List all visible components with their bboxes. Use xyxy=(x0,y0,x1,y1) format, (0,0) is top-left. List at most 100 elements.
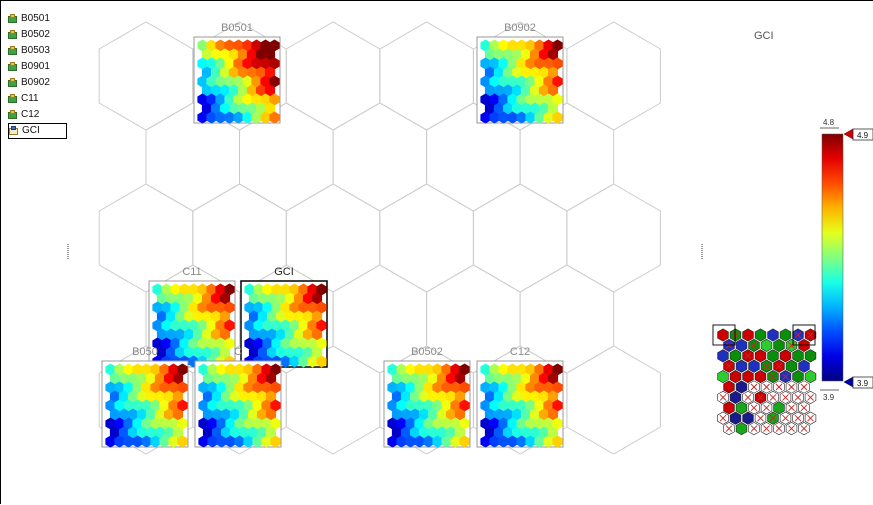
plane-cell xyxy=(243,435,254,448)
plane-cell xyxy=(219,310,231,323)
hexagon-grid-background xyxy=(98,21,661,455)
sample-cell xyxy=(792,370,804,384)
lower-threshold-handle[interactable]: 3.9 xyxy=(843,376,873,389)
variable-item-b0902[interactable]: B0902 xyxy=(8,75,68,91)
component-plane-gci[interactable]: GCI xyxy=(240,266,328,368)
sample-cell xyxy=(773,401,785,415)
sample-cell xyxy=(767,328,779,342)
plane-cell xyxy=(264,84,276,97)
component-plane-c[interactable]: C xyxy=(194,346,282,448)
selected-variable-icon xyxy=(9,126,19,136)
plane-cell xyxy=(498,435,509,448)
sample-cell xyxy=(760,338,773,352)
component-plane-b050[interactable]: B050 xyxy=(101,346,189,448)
sample-cell xyxy=(723,359,735,373)
grid-hexagon xyxy=(98,183,194,293)
plane-cell xyxy=(269,39,280,52)
plane-cell xyxy=(105,435,116,448)
variable-item-b0901[interactable]: B0901 xyxy=(8,59,68,75)
plane-cell xyxy=(225,435,236,448)
plane-cell xyxy=(251,111,262,124)
sample-cell xyxy=(742,349,754,363)
variable-icon xyxy=(8,78,18,88)
variable-icon xyxy=(8,14,18,24)
sample-cell xyxy=(779,328,792,342)
sample-cell xyxy=(723,422,735,436)
plane-cell xyxy=(459,381,470,394)
variable-list: B0501 B0502 B0503 B0901 B0902 C11 C12 GCI xyxy=(8,11,68,139)
plane-cell xyxy=(216,435,227,448)
component-plane-c11[interactable]: C11 xyxy=(148,266,236,368)
variable-item-b0503[interactable]: B0503 xyxy=(8,43,68,59)
plane-cell xyxy=(459,399,470,412)
plane-cell xyxy=(224,337,235,350)
sample-cell xyxy=(748,338,760,352)
plane-cells xyxy=(387,363,470,448)
plane-cell xyxy=(265,408,277,421)
sample-cell xyxy=(785,338,798,352)
plane-cell xyxy=(311,328,323,341)
plane-cell xyxy=(450,435,461,448)
plane-cell xyxy=(197,111,208,124)
plane-cell xyxy=(177,417,188,430)
variable-item-b0502[interactable]: B0502 xyxy=(8,27,68,43)
variable-item-gci[interactable]: GCI xyxy=(8,123,67,139)
sample-cell xyxy=(785,380,798,394)
grid-hexagon xyxy=(379,183,474,293)
plane-cell xyxy=(224,111,235,124)
variable-item-c12[interactable]: C12 xyxy=(8,107,68,123)
plane-cell xyxy=(543,111,554,124)
right-splitter-handle[interactable] xyxy=(701,244,703,260)
plane-cell xyxy=(547,102,559,115)
sample-cell xyxy=(779,390,792,404)
grid-hexagon xyxy=(332,102,428,212)
sample-cell xyxy=(742,390,754,404)
grid-hexagon xyxy=(519,264,615,374)
sample-cell xyxy=(729,328,742,342)
plane-cell xyxy=(261,435,272,448)
plane-cell xyxy=(215,111,226,124)
variable-label: B0501 xyxy=(21,13,50,24)
plane-cell xyxy=(269,111,280,124)
component-plane-b0501[interactable]: B0501 xyxy=(193,22,281,124)
plane-cell xyxy=(252,435,263,448)
component-plane-b0902[interactable]: B0902 xyxy=(476,22,564,124)
plane-cell xyxy=(498,111,509,124)
sample-cell xyxy=(754,349,767,363)
plane-cell xyxy=(552,39,563,52)
left-splitter-handle[interactable] xyxy=(67,244,69,260)
variable-item-c11[interactable]: C11 xyxy=(8,91,68,107)
plane-cell xyxy=(177,435,188,448)
grid-hexagon xyxy=(566,183,661,293)
grid-hexagon xyxy=(472,183,568,293)
upper-threshold-handle[interactable]: 4.9 xyxy=(843,128,873,141)
plane-cell xyxy=(543,435,554,448)
plane-cell xyxy=(525,111,536,124)
plane-cell xyxy=(516,435,527,448)
plane-cell xyxy=(206,111,217,124)
variable-item-b0501[interactable]: B0501 xyxy=(8,11,68,27)
plane-cell xyxy=(177,363,188,376)
component-plane-b0502[interactable]: B0502 xyxy=(383,346,471,448)
variable-icon xyxy=(8,46,18,56)
plane-cell xyxy=(552,363,563,376)
plane-cell xyxy=(454,426,466,439)
sample-cell xyxy=(779,370,792,384)
sample-cell xyxy=(748,401,760,415)
plane-cells xyxy=(198,363,281,448)
sample-cell xyxy=(723,401,735,415)
plane-cell xyxy=(269,57,280,70)
plane-cell xyxy=(219,346,231,359)
component-plane-c12[interactable]: C12 xyxy=(476,346,564,448)
plane-cell xyxy=(123,435,134,448)
plane-cell xyxy=(489,111,500,124)
sample-cell xyxy=(792,411,804,425)
plane-cell xyxy=(454,372,466,385)
plane-cell xyxy=(480,111,491,124)
plane-cell xyxy=(150,435,161,448)
variable-label: GCI xyxy=(22,125,40,136)
plane-cell xyxy=(459,363,470,376)
plane-cell xyxy=(219,328,231,341)
plane-cell xyxy=(270,435,281,448)
plane-label: B050 xyxy=(132,346,158,358)
